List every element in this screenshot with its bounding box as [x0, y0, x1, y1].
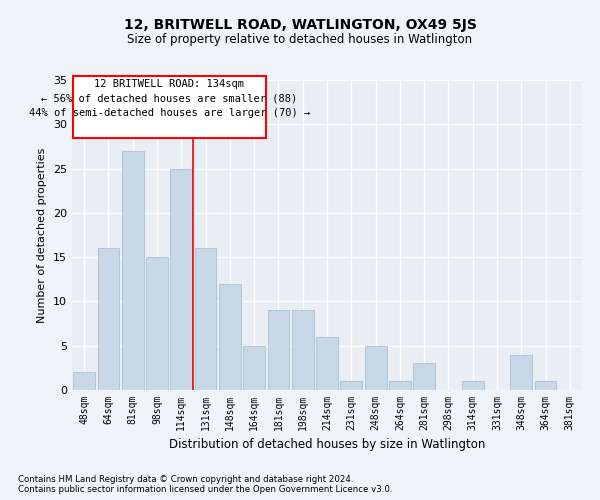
Bar [413, 364, 435, 390]
Bar [462, 381, 484, 390]
Text: 12, BRITWELL ROAD, WATLINGTON, OX49 5JS: 12, BRITWELL ROAD, WATLINGTON, OX49 5JS [124, 18, 476, 32]
Bar [316, 337, 338, 390]
Bar [511, 354, 532, 390]
Bar [170, 168, 192, 390]
Bar [97, 248, 119, 390]
Y-axis label: Number of detached properties: Number of detached properties [37, 148, 47, 322]
Bar [122, 151, 143, 390]
Bar [194, 248, 217, 390]
Text: 12 BRITWELL ROAD: 134sqm: 12 BRITWELL ROAD: 134sqm [94, 79, 244, 89]
Text: Contains public sector information licensed under the Open Government Licence v3: Contains public sector information licen… [18, 484, 392, 494]
FancyBboxPatch shape [73, 76, 266, 138]
Bar [389, 381, 411, 390]
Bar [146, 257, 168, 390]
X-axis label: Distribution of detached houses by size in Watlington: Distribution of detached houses by size … [169, 438, 485, 452]
Bar [219, 284, 241, 390]
Text: Size of property relative to detached houses in Watlington: Size of property relative to detached ho… [127, 32, 473, 46]
Bar [292, 310, 314, 390]
Bar [73, 372, 95, 390]
Bar [243, 346, 265, 390]
Text: ← 56% of detached houses are smaller (88): ← 56% of detached houses are smaller (88… [41, 94, 297, 104]
Bar [268, 310, 289, 390]
Text: 44% of semi-detached houses are larger (70) →: 44% of semi-detached houses are larger (… [29, 108, 310, 118]
Bar [365, 346, 386, 390]
Bar [340, 381, 362, 390]
Bar [535, 381, 556, 390]
Text: Contains HM Land Registry data © Crown copyright and database right 2024.: Contains HM Land Registry data © Crown c… [18, 474, 353, 484]
